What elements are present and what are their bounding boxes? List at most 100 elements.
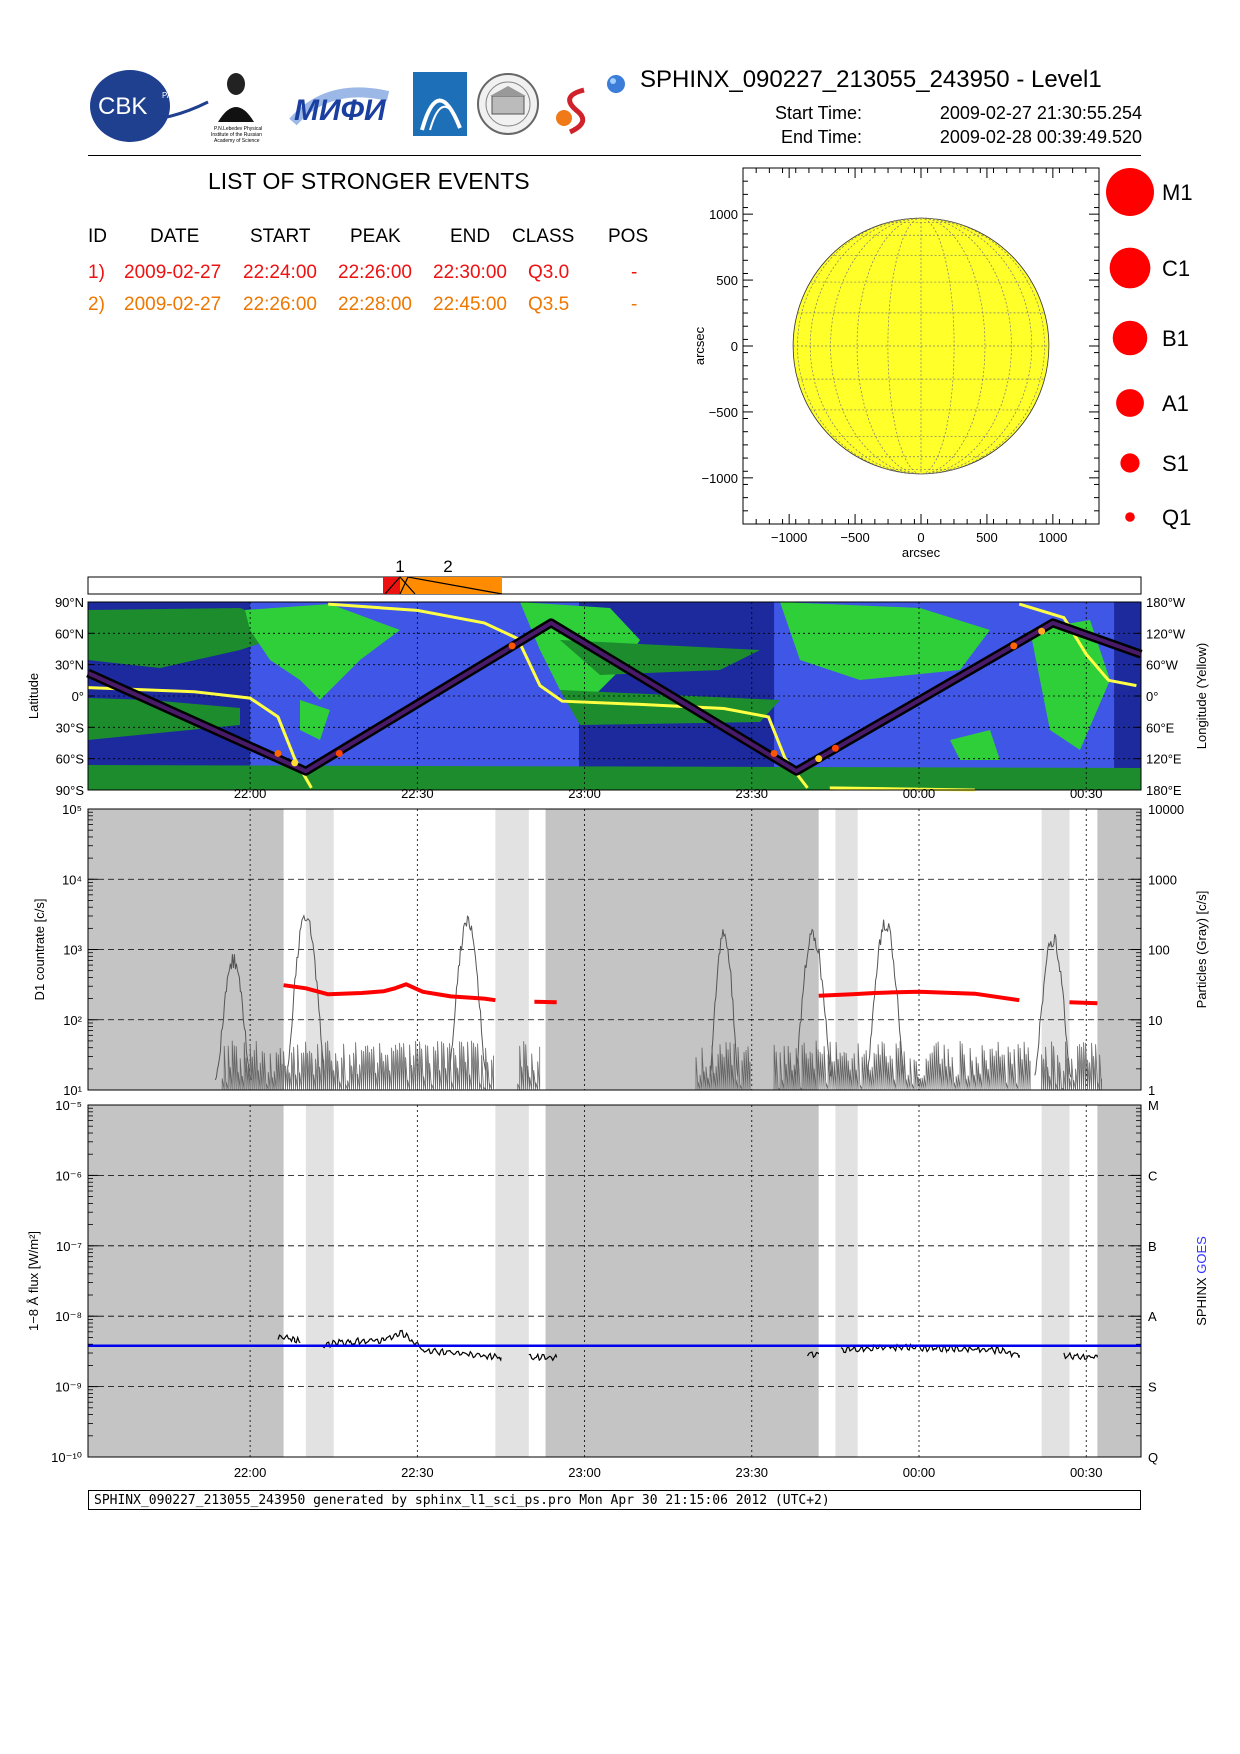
- sun-y-tick-label: −500: [709, 405, 738, 420]
- latitude-tick-label: 30°N: [55, 658, 84, 673]
- flux-class-label: Q: [1148, 1450, 1158, 1465]
- particles-noise: [773, 1040, 1031, 1091]
- particles-noise: [695, 1042, 751, 1090]
- svg-text:Institute of the Russian: Institute of the Russian: [211, 132, 262, 138]
- map-land-6: [560, 690, 780, 725]
- event-pos: -: [631, 262, 638, 283]
- sun-disk-plot: −1000 −500 0 500 1000 1000 500 0 −500 −1000 arcse…: [692, 167, 1100, 560]
- event-bar-frame: [87, 576, 1142, 595]
- sun-longitude-line: [920, 217, 955, 475]
- sun-longitude-line: [856, 217, 922, 475]
- class-legend: M1 C1 B1 A1 S1 Q1: [1106, 168, 1193, 530]
- time-tick-label: 00:30: [1070, 786, 1103, 800]
- orbit-map-panel: 90°N 60°N 30°N 0° 30°S 60°S 90°S 180°W 120°W 60°W…: [26, 595, 1209, 800]
- sun-longitude-line: [920, 217, 1012, 475]
- sun-x-tick-label: −500: [840, 530, 869, 545]
- counts-y2-tick-label: 10000: [1148, 802, 1184, 817]
- cbk-logo: CBK PAN: [90, 70, 209, 142]
- track-hotspot: [815, 755, 823, 763]
- sun-longitude-line: [920, 217, 1033, 475]
- col-end: END: [450, 226, 491, 247]
- map-land-5: [560, 640, 760, 675]
- flux-y-tick-label: 10⁻⁶: [55, 1168, 82, 1183]
- sun-ylabel: arcsec: [692, 326, 707, 365]
- flux-class-label: A: [1148, 1309, 1157, 1324]
- particles-peak: [1034, 934, 1072, 1078]
- event-1-label: 1: [395, 557, 404, 576]
- sphinx-flux-line: [806, 1351, 820, 1359]
- col-id: ID: [88, 226, 107, 247]
- sun-longitude-line: [809, 217, 922, 475]
- flux-frame: [87, 1104, 1142, 1458]
- counts-ylabel: D1 countrate [c/s]: [32, 899, 47, 1001]
- svg-text:PAN: PAN: [162, 91, 178, 100]
- flux-y-tick-label: 10⁻⁸: [55, 1309, 82, 1324]
- sphinx-legend-label: SPHINX: [1194, 1274, 1209, 1326]
- event-peak: 22:26:00: [338, 262, 412, 283]
- particles-noise: [283, 1040, 495, 1091]
- counts-y-tick-label: 10⁵: [62, 802, 82, 817]
- track-hotspot: [1010, 642, 1018, 650]
- flux-class-label: C: [1148, 1168, 1157, 1183]
- sun-x-tick-label: −1000: [771, 530, 808, 545]
- particles-peak: [214, 954, 252, 1081]
- counts-y2-tick-label: 1: [1148, 1083, 1155, 1098]
- col-start: START: [250, 226, 311, 247]
- map-land-10: [950, 730, 1000, 760]
- legend-label-m1: M1: [1162, 180, 1193, 205]
- svg-text:P.N.Lebedev Physical: P.N.Lebedev Physical: [214, 126, 262, 132]
- flux-time-tick-label: 00:00: [903, 1465, 936, 1480]
- goes-legend-label: GOES: [1194, 1236, 1209, 1274]
- page-title: SPHINX_090227_213055_243950 - Level1: [640, 66, 1102, 93]
- map-land-1: [88, 698, 240, 740]
- events-title: LIST OF STRONGER EVENTS: [208, 168, 530, 194]
- particles-peak: [449, 915, 486, 1072]
- time-tick-label: 00:00: [903, 786, 936, 800]
- d1-countrate-line: [1069, 1000, 1098, 1006]
- particles-noise: [1041, 1041, 1102, 1091]
- sun-y-tick-label: −1000: [701, 471, 738, 486]
- longitude-tick-label: 120°W: [1146, 626, 1186, 641]
- satellite-track-highlight: [87, 620, 1142, 774]
- flux-time-tick-label: 00:30: [1070, 1465, 1103, 1480]
- counts-frame: [87, 808, 1142, 1091]
- event-date: 2009-02-27: [124, 294, 222, 315]
- sphinx-flux-line: [322, 1329, 502, 1362]
- map-land-3: [245, 604, 400, 700]
- longitude-track: [328, 602, 809, 789]
- time-tick-label: 22:00: [234, 786, 267, 800]
- legend-label-a1: A1: [1162, 391, 1189, 416]
- flux-time-tick-label: 22:30: [401, 1465, 434, 1480]
- event-start: 22:26:00: [243, 294, 317, 315]
- d1-countrate-line: [283, 982, 496, 1003]
- sun-x-tick-label: 1000: [1038, 530, 1067, 545]
- shaded-region-dark: [88, 1105, 284, 1457]
- latitude-tick-label: 90°N: [55, 595, 84, 610]
- counts-y-tick-label: 10⁴: [62, 872, 82, 887]
- col-pos: POS: [608, 226, 649, 247]
- longitude-track: [1018, 602, 1137, 688]
- col-class: CLASS: [512, 226, 575, 247]
- legend-marker-m1: [1106, 168, 1154, 216]
- event-end: 22:30:00: [433, 262, 507, 283]
- particles-peak: [867, 919, 905, 1075]
- event-timeline-bar: 1 2: [87, 557, 1142, 595]
- flux-y-tick-label: 10⁻⁵: [55, 1100, 82, 1113]
- flux-time-tick-label: 22:00: [234, 1465, 267, 1480]
- end-time-value: 2009-02-28 00:39:49.520: [939, 127, 1142, 147]
- longitude-tick-label: 180°E: [1146, 783, 1182, 798]
- latitude-tick-label: 60°S: [56, 752, 85, 767]
- shaded-region-dark: [545, 1105, 819, 1457]
- event-id: 2): [88, 294, 105, 315]
- start-time-value: 2009-02-27 21:30:55.254: [939, 103, 1142, 123]
- lebedev-logo: P.N.Lebedev Physical Institute of the Ru…: [211, 70, 262, 144]
- flux-time-tick-label: 23:00: [568, 1465, 601, 1480]
- seal-logo: [477, 73, 539, 135]
- flux-time-tick-label: 23:30: [736, 1465, 769, 1480]
- longitude-tick-label: 0°: [1146, 689, 1158, 704]
- flux-class-label: B: [1148, 1239, 1157, 1254]
- event-1-profile: [384, 576, 416, 595]
- shaded-region-light: [305, 1105, 334, 1457]
- sphinx-flux-line: [277, 1333, 301, 1344]
- event-start: 22:24:00: [243, 262, 317, 283]
